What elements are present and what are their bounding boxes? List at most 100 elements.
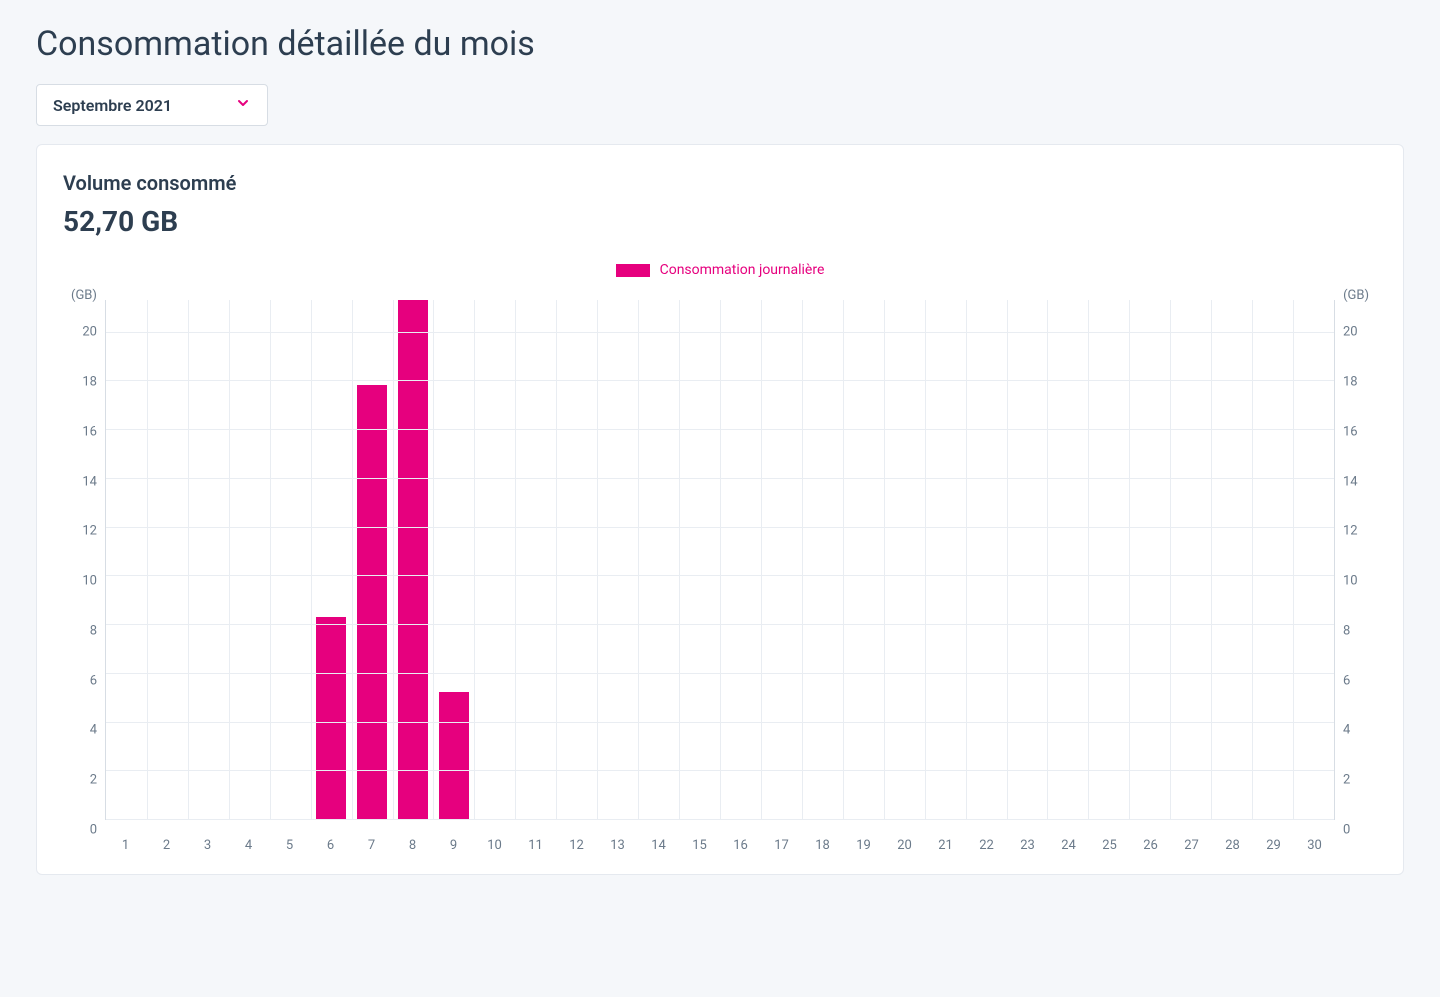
x-tick: 21 xyxy=(938,838,953,853)
legend-swatch xyxy=(616,264,650,277)
x-tick: 7 xyxy=(368,838,375,853)
v-gridline xyxy=(270,300,271,819)
v-gridline xyxy=(1129,300,1130,819)
v-gridline xyxy=(515,300,516,819)
v-gridline xyxy=(966,300,967,819)
y-tick: 12 xyxy=(1343,524,1358,539)
v-gridline xyxy=(1088,300,1089,819)
v-gridline xyxy=(679,300,680,819)
v-gridline xyxy=(1252,300,1253,819)
x-tick: 25 xyxy=(1102,838,1117,853)
v-gridline xyxy=(311,300,312,819)
y-tick: 6 xyxy=(90,673,97,688)
y-tick: 10 xyxy=(82,574,97,589)
x-tick: 1 xyxy=(122,838,129,853)
x-tick: 12 xyxy=(569,838,584,853)
volume-value: 52,70 GB xyxy=(57,205,1383,238)
v-gridline xyxy=(352,300,353,819)
x-tick: 17 xyxy=(774,838,789,853)
x-tick: 9 xyxy=(450,838,457,853)
x-tick: 5 xyxy=(286,838,293,853)
x-tick: 27 xyxy=(1184,838,1199,853)
x-tick: 2 xyxy=(163,838,170,853)
x-tick: 24 xyxy=(1061,838,1076,853)
y-tick: 12 xyxy=(82,524,97,539)
y-axis-left: 20181614121086420 xyxy=(57,300,105,830)
x-tick: 22 xyxy=(979,838,994,853)
x-tick: 6 xyxy=(327,838,334,853)
v-gridline xyxy=(884,300,885,819)
chart-legend: Consommation journalière xyxy=(57,262,1383,278)
v-gridline xyxy=(433,300,434,819)
y-axis-right: 20181614121086420 xyxy=(1335,300,1383,830)
x-tick: 19 xyxy=(856,838,871,853)
y-tick: 2 xyxy=(90,773,97,788)
x-axis: 1234567891011121314151617181920212223242… xyxy=(105,830,1335,860)
v-gridline xyxy=(556,300,557,819)
y-tick: 10 xyxy=(1343,574,1358,589)
y-tick: 0 xyxy=(1343,823,1350,838)
y-tick: 20 xyxy=(1343,325,1358,340)
v-gridline xyxy=(597,300,598,819)
y-tick: 8 xyxy=(90,623,97,638)
v-gridline xyxy=(638,300,639,819)
x-tick: 26 xyxy=(1143,838,1158,853)
y-tick: 18 xyxy=(82,375,97,390)
v-gridline xyxy=(1007,300,1008,819)
v-gridline xyxy=(393,300,394,819)
v-gridline xyxy=(720,300,721,819)
x-tick: 30 xyxy=(1307,838,1322,853)
y-tick: 18 xyxy=(1343,375,1358,390)
volume-label: Volume consommé xyxy=(57,171,1383,195)
v-gridline xyxy=(147,300,148,819)
v-gridline xyxy=(925,300,926,819)
x-tick: 10 xyxy=(487,838,502,853)
y-tick: 14 xyxy=(82,474,97,489)
v-gridline xyxy=(474,300,475,819)
v-gridline xyxy=(229,300,230,819)
bar xyxy=(316,617,345,819)
x-tick: 28 xyxy=(1225,838,1240,853)
v-gridline xyxy=(761,300,762,819)
x-tick: 4 xyxy=(245,838,252,853)
x-tick: 15 xyxy=(692,838,707,853)
x-tick: 16 xyxy=(733,838,748,853)
v-gridline xyxy=(1293,300,1294,819)
consumption-card: Volume consommé 52,70 GB Consommation jo… xyxy=(36,144,1404,875)
bar xyxy=(439,692,468,819)
x-tick: 20 xyxy=(897,838,912,853)
y-tick: 8 xyxy=(1343,623,1350,638)
consumption-chart: (GB) (GB) 20181614121086420 201816141210… xyxy=(57,290,1383,860)
month-selector[interactable]: Septembre 2021 xyxy=(36,84,268,126)
y-tick: 6 xyxy=(1343,673,1350,688)
y-tick: 16 xyxy=(82,424,97,439)
y-tick: 14 xyxy=(1343,474,1358,489)
y-tick: 0 xyxy=(90,823,97,838)
y-tick: 16 xyxy=(1343,424,1358,439)
x-tick: 18 xyxy=(815,838,830,853)
y-tick: 4 xyxy=(1343,723,1350,738)
x-tick: 13 xyxy=(610,838,625,853)
x-tick: 11 xyxy=(528,838,543,853)
v-gridline xyxy=(802,300,803,819)
x-tick: 3 xyxy=(204,838,211,853)
x-tick: 29 xyxy=(1266,838,1281,853)
x-tick: 23 xyxy=(1020,838,1035,853)
bar xyxy=(357,385,386,819)
v-gridline xyxy=(1047,300,1048,819)
x-tick: 14 xyxy=(651,838,666,853)
v-gridline xyxy=(843,300,844,819)
v-gridline xyxy=(188,300,189,819)
y-tick: 2 xyxy=(1343,773,1350,788)
month-selector-value: Septembre 2021 xyxy=(53,96,172,115)
y-tick: 4 xyxy=(90,723,97,738)
v-gridline xyxy=(1211,300,1212,819)
plot-area xyxy=(105,300,1335,820)
h-gridline xyxy=(106,819,1334,820)
bar xyxy=(398,300,427,819)
legend-label: Consommation journalière xyxy=(660,262,825,278)
y-tick: 20 xyxy=(82,325,97,340)
chevron-down-icon xyxy=(235,95,251,115)
x-tick: 8 xyxy=(409,838,416,853)
v-gridline xyxy=(1170,300,1171,819)
